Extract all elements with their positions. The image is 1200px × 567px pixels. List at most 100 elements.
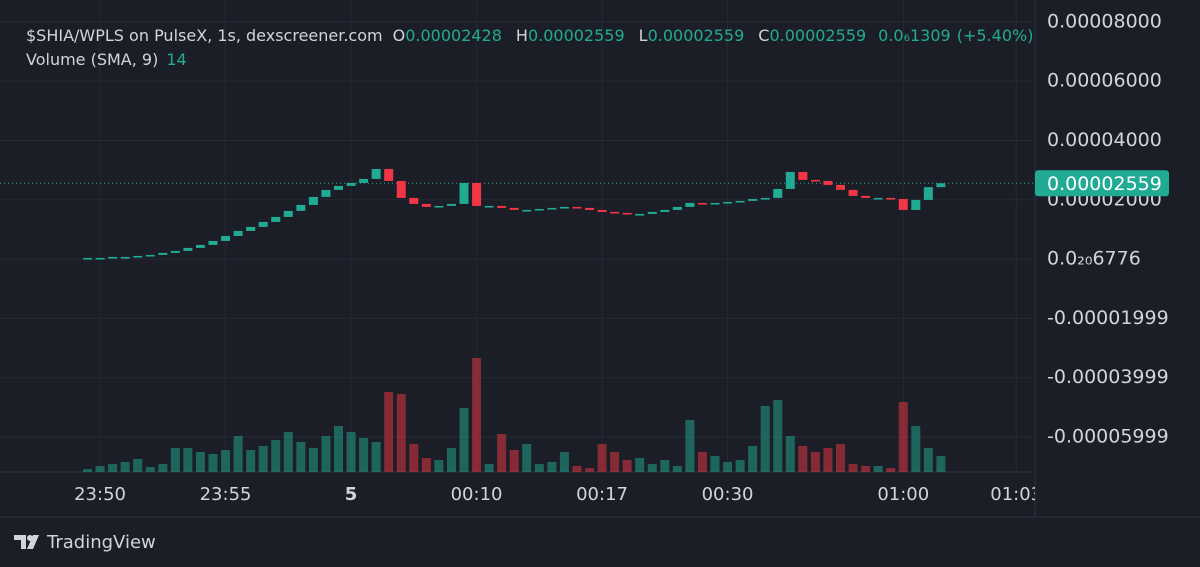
volume-bar bbox=[534, 464, 544, 472]
y-tick-label: 0.0₂₀6776 bbox=[1047, 248, 1141, 270]
volume-bar bbox=[923, 448, 933, 472]
candle-body bbox=[371, 168, 381, 179]
volume-bar bbox=[848, 464, 858, 472]
y-tick-label: 0.00006000 bbox=[1047, 70, 1162, 92]
candle-body bbox=[697, 202, 707, 205]
candle-body bbox=[923, 187, 933, 200]
candle-body bbox=[446, 203, 456, 206]
ohlc-label: O bbox=[393, 26, 406, 45]
candle-body bbox=[585, 207, 594, 210]
candle-body bbox=[95, 257, 105, 260]
symbol: $SHIA/WPLS on PulseX, 1s, dexscreener.co… bbox=[26, 26, 383, 45]
volume-bar bbox=[258, 446, 268, 472]
volume-bars bbox=[83, 358, 946, 472]
candle-body bbox=[559, 206, 569, 209]
candle-body bbox=[848, 189, 858, 196]
volume-bar bbox=[936, 456, 946, 472]
volume-bar bbox=[697, 452, 707, 472]
candle-body bbox=[195, 244, 205, 248]
candle-body bbox=[421, 203, 431, 207]
candle-body bbox=[120, 256, 130, 259]
candle-body bbox=[346, 182, 356, 186]
ohlc-label: C bbox=[758, 26, 769, 45]
candle-body bbox=[873, 197, 883, 200]
volume-bar bbox=[170, 448, 180, 472]
volume-bar bbox=[296, 442, 306, 472]
candle-body bbox=[283, 210, 293, 217]
candle-body bbox=[572, 206, 582, 209]
volume-bar bbox=[133, 459, 143, 472]
candle-body bbox=[83, 257, 92, 260]
change-pct: (+5.40%) bbox=[957, 26, 1034, 45]
candle-body bbox=[145, 254, 155, 257]
volume-bar bbox=[459, 408, 469, 472]
volume-bar bbox=[823, 448, 833, 472]
candle-body bbox=[610, 211, 620, 214]
volume-bar bbox=[886, 468, 896, 472]
candle-body bbox=[359, 178, 369, 183]
candle-body bbox=[898, 198, 908, 210]
volume-bar bbox=[396, 394, 406, 472]
legend: $SHIA/WPLS on PulseX, 1s, dexscreener.co… bbox=[26, 26, 1033, 69]
ohlc-label: L bbox=[639, 26, 648, 45]
header-line: $SHIA/WPLS on PulseX, 1s, dexscreener.co… bbox=[26, 26, 1033, 45]
volume-bar bbox=[911, 426, 921, 472]
candle-body bbox=[534, 208, 544, 211]
brand-logo-dot bbox=[27, 535, 33, 541]
candle-body bbox=[522, 209, 532, 212]
x-tick-label: 5 bbox=[345, 484, 358, 505]
candle-body bbox=[723, 201, 733, 204]
volume-bar bbox=[497, 434, 507, 472]
volume-bar bbox=[572, 466, 582, 472]
candle-body bbox=[622, 212, 632, 215]
volume-bar bbox=[898, 402, 908, 472]
candle-body bbox=[785, 171, 795, 189]
x-tick-label: 01:00 bbox=[877, 484, 929, 505]
volume-bar bbox=[810, 452, 820, 472]
volume-bar bbox=[798, 446, 808, 472]
candle-body bbox=[484, 205, 494, 208]
volume-bar bbox=[145, 467, 155, 472]
candle-body bbox=[685, 202, 695, 207]
candle-body bbox=[308, 196, 318, 205]
volume-bar bbox=[672, 466, 682, 472]
candle-body bbox=[647, 211, 657, 214]
candle-body bbox=[296, 204, 306, 211]
volume-bar bbox=[509, 450, 519, 472]
x-tick-label: 00:17 bbox=[576, 484, 628, 505]
candle-body bbox=[660, 209, 670, 212]
volume-bar bbox=[622, 460, 632, 472]
volume-bar bbox=[221, 450, 231, 472]
ohlc-value: 0.00002559 bbox=[648, 26, 745, 45]
candle-body bbox=[221, 235, 231, 241]
volume-bar bbox=[547, 462, 557, 472]
volume-bar bbox=[484, 464, 494, 472]
x-tick-label: 23:50 bbox=[74, 484, 126, 505]
volume-bar bbox=[195, 452, 205, 472]
brand-name: TradingView bbox=[46, 532, 156, 553]
candle-body bbox=[635, 213, 645, 216]
candle-body bbox=[459, 182, 469, 204]
volume-bar bbox=[522, 444, 532, 472]
candle-body bbox=[886, 197, 896, 200]
candle-body bbox=[108, 256, 118, 259]
x-tick-label: 23:55 bbox=[200, 484, 252, 505]
volume-bar bbox=[83, 469, 92, 472]
volume-bar bbox=[308, 448, 318, 472]
volume-bar bbox=[183, 448, 193, 472]
candle-body bbox=[208, 240, 218, 245]
candle-body bbox=[773, 188, 783, 198]
candle-body bbox=[911, 199, 921, 210]
volume-bar bbox=[836, 444, 845, 472]
volume-bar bbox=[735, 460, 745, 472]
volume-bar bbox=[585, 468, 594, 472]
volume-bar bbox=[723, 462, 733, 472]
brand: TradingView bbox=[14, 532, 156, 553]
volume-bar bbox=[283, 432, 293, 472]
ohlc-value: 0.00002428 bbox=[405, 26, 502, 45]
candle-body bbox=[271, 216, 281, 222]
candle-body bbox=[760, 197, 770, 200]
volume-bar bbox=[120, 462, 130, 472]
volume-bar bbox=[685, 420, 695, 472]
candle-body bbox=[434, 205, 444, 208]
